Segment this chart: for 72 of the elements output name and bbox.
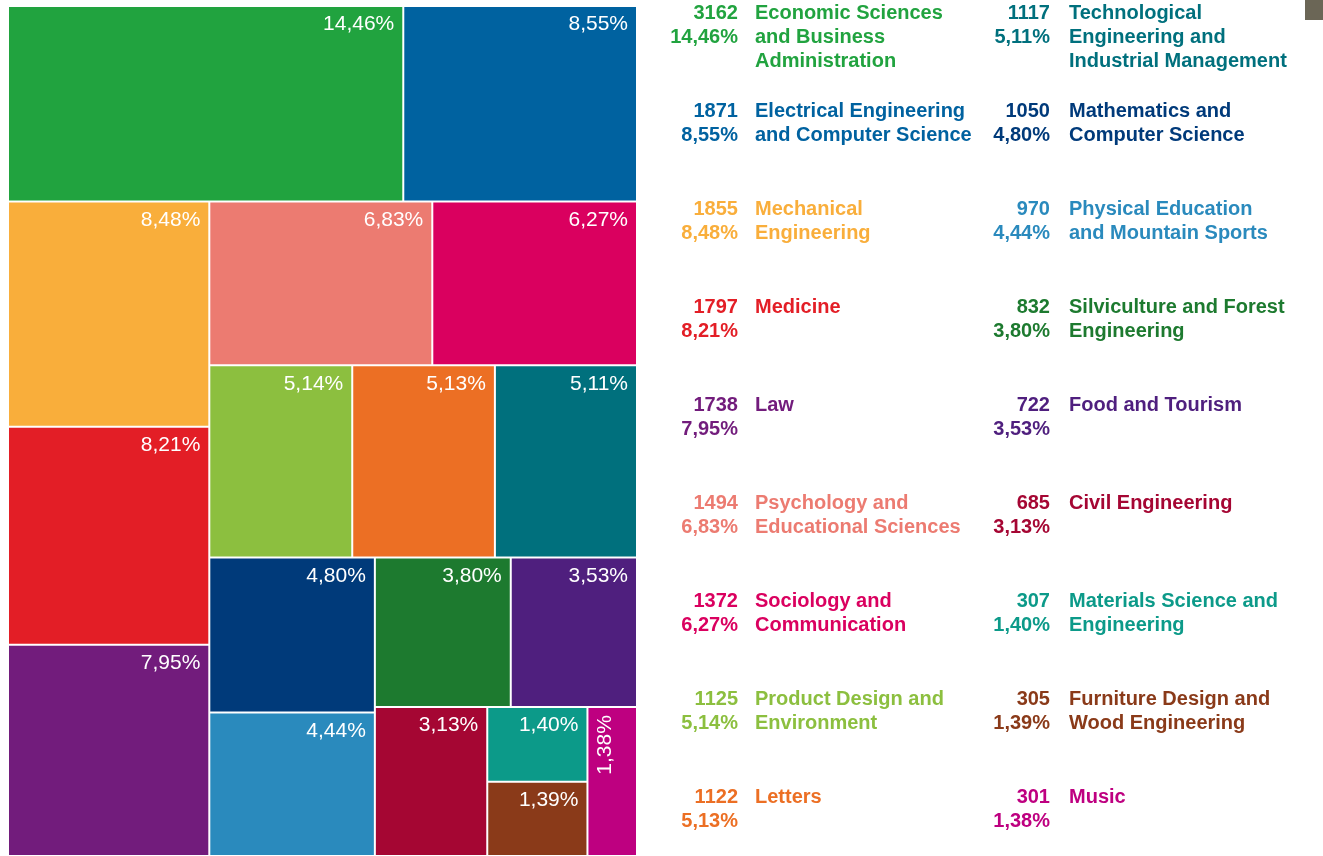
category-label: Product Design and Environment bbox=[755, 686, 945, 734]
category-label: Mechanical Engineering bbox=[755, 196, 872, 244]
category-label: Furniture Design and Wood Engineering bbox=[1069, 686, 1272, 734]
category-label: Sociology and Communication bbox=[755, 588, 908, 636]
data-label: 832 bbox=[1015, 294, 1050, 318]
category-label: Medicine bbox=[755, 294, 842, 318]
data-label: 1,40% bbox=[992, 612, 1050, 636]
text: 8,21% bbox=[140, 432, 201, 456]
category-label: Food and Tourism bbox=[1069, 392, 1243, 416]
category-label: Mathematics and Computer Science bbox=[1069, 98, 1246, 146]
text: 6,83% bbox=[363, 206, 424, 230]
data-label: 3,13% bbox=[992, 514, 1050, 538]
data-label: 1494 bbox=[692, 490, 738, 514]
data-label: 1855 bbox=[692, 196, 738, 220]
text: 1,38% bbox=[591, 715, 615, 775]
category-label: Psychology and Educational Sciences bbox=[755, 490, 962, 538]
category-label: Law bbox=[755, 392, 795, 416]
data-label: 970 bbox=[1015, 196, 1050, 220]
category-label: Physical Education and Mountain Sports bbox=[1069, 196, 1269, 244]
text: 5,11% bbox=[570, 370, 628, 394]
text: 1,40% bbox=[518, 712, 579, 736]
data-label: 1,38% bbox=[992, 808, 1050, 832]
text: 6,27% bbox=[568, 206, 628, 230]
data-label: 6,27% bbox=[680, 612, 738, 636]
data-label: 1050 bbox=[1004, 98, 1050, 122]
data-label: 6,83% bbox=[680, 514, 738, 538]
data-label: 685 bbox=[1015, 490, 1050, 514]
data-label: 305 bbox=[1015, 686, 1050, 710]
data-label: 5,13% bbox=[680, 808, 738, 832]
data-label: 1,39% bbox=[992, 710, 1050, 734]
data-label: 3,53% bbox=[992, 416, 1050, 440]
data-label: 14,46% bbox=[669, 24, 738, 48]
data-label: 1871 bbox=[692, 98, 738, 122]
text: 3,80% bbox=[442, 562, 502, 586]
data-label: 5,11% bbox=[993, 24, 1050, 48]
data-label: 3,80% bbox=[992, 318, 1050, 342]
data-label: 8,21% bbox=[680, 318, 738, 342]
text: 1,39% bbox=[518, 787, 579, 811]
data-label: 5,14% bbox=[680, 710, 738, 734]
text: 8,48% bbox=[140, 206, 201, 230]
text: 8,55% bbox=[568, 11, 628, 35]
text: 14,46% bbox=[323, 11, 395, 35]
data-label: 7,95% bbox=[680, 416, 738, 440]
category-label: Civil Engineering bbox=[1069, 490, 1234, 514]
category-label: Music bbox=[1069, 784, 1127, 808]
data-label: 1117 bbox=[1006, 0, 1050, 24]
data-label: 3162 bbox=[692, 0, 738, 24]
category-label: Materials Science and Engineering bbox=[1069, 588, 1279, 636]
data-label: 4,80% bbox=[992, 122, 1050, 146]
text: 5,14% bbox=[283, 370, 344, 394]
category-label: Economic Sciences and Business Administration bbox=[755, 0, 944, 72]
category-label: Electrical Engineering and Computer Science bbox=[755, 98, 973, 146]
data-label: 1372 bbox=[692, 588, 738, 612]
data-label: 301 bbox=[1015, 784, 1050, 808]
text: 3,13% bbox=[418, 712, 479, 736]
text: 5,13% bbox=[426, 370, 486, 394]
category-label: Letters bbox=[755, 784, 823, 808]
data-label: 1738 bbox=[692, 392, 738, 416]
text: 3,53% bbox=[568, 562, 628, 586]
data-label: 4,44% bbox=[992, 220, 1050, 244]
data-label: 1122 bbox=[693, 784, 738, 808]
data-label: 1797 bbox=[692, 294, 738, 318]
data-label: 307 bbox=[1015, 588, 1050, 612]
data-label: 1125 bbox=[693, 686, 738, 710]
text: 4,44% bbox=[306, 717, 366, 741]
text: 4,80% bbox=[306, 562, 366, 586]
category-label: Technological Engineering and Industrial Management bbox=[1069, 0, 1288, 72]
data-label: 722 bbox=[1015, 392, 1050, 416]
data-label: 8,48% bbox=[680, 220, 738, 244]
category-label: Silviculture and Forest Engineering bbox=[1069, 294, 1286, 342]
data-label: 8,55% bbox=[680, 122, 738, 146]
text: 7,95% bbox=[140, 650, 201, 674]
